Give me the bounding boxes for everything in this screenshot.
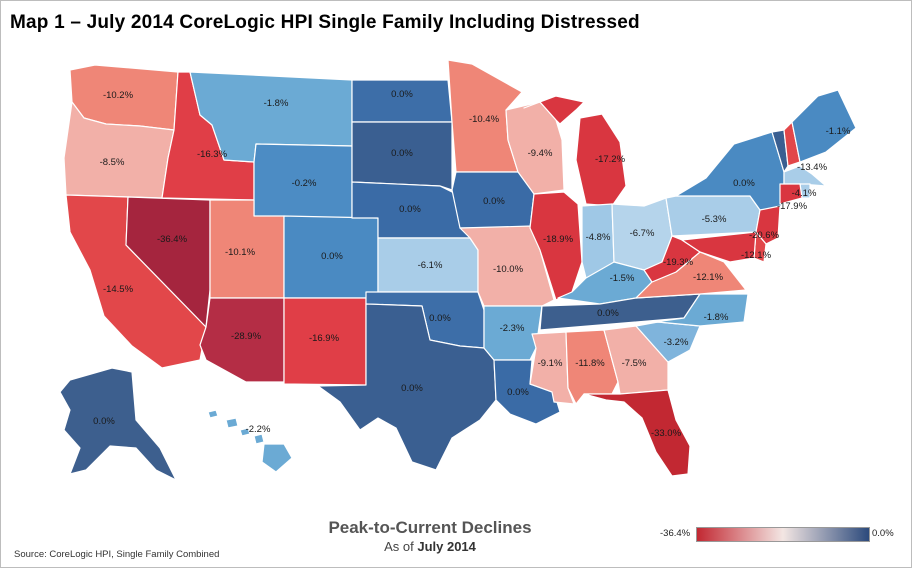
label-FL: -33.0% <box>651 428 682 439</box>
state-SD <box>351 121 453 191</box>
state-TX <box>317 303 497 471</box>
label-TX: 0.0% <box>401 383 423 394</box>
subtitle-period: July 2014 <box>417 539 476 554</box>
label-CO: 0.0% <box>321 251 343 262</box>
label-IA: 0.0% <box>483 196 505 207</box>
subtitle-prefix: As of <box>384 539 414 554</box>
label-MA: -4.1% <box>792 188 817 199</box>
label-CT: -17.9% <box>777 201 808 212</box>
label-DE: -12.1% <box>741 250 772 261</box>
state-MD <box>681 231 757 263</box>
state-AK <box>59 367 177 481</box>
label-MO: -10.0% <box>493 264 524 275</box>
label-AZ: -28.9% <box>231 331 262 342</box>
label-ND: 0.0% <box>391 89 413 100</box>
label-MS: -9.1% <box>538 358 563 369</box>
label-NE: 0.0% <box>399 204 421 215</box>
label-WY: -0.2% <box>292 178 317 189</box>
label-NV: -36.4% <box>157 234 188 245</box>
subtitle-main: Peak-to-Current Declines <box>328 518 532 537</box>
label-WV: -19.3% <box>663 257 694 268</box>
label-NC: -1.8% <box>704 312 729 323</box>
label-KS: -6.1% <box>418 260 443 271</box>
label-SD: 0.0% <box>391 148 413 159</box>
label-PA: -5.3% <box>702 214 727 225</box>
label-MI: -17.2% <box>595 154 626 165</box>
label-AR: -2.3% <box>500 323 525 334</box>
label-AL: -11.8% <box>575 358 605 369</box>
state-MI <box>523 95 627 207</box>
label-OR: -8.5% <box>100 157 125 168</box>
legend-min-label: -36.4% <box>660 528 691 539</box>
subtitle-sub: As of July 2014 <box>300 539 560 554</box>
state-ND <box>351 79 453 123</box>
state-ME <box>791 89 857 163</box>
state-FL <box>583 389 691 477</box>
legend-max-label: 0.0% <box>872 528 894 539</box>
label-UT: -10.1% <box>225 247 256 258</box>
label-OH: -6.7% <box>630 228 655 239</box>
state-HI <box>207 409 293 473</box>
label-NY: 0.0% <box>733 178 755 189</box>
label-SC: -3.2% <box>664 337 689 348</box>
state-CT <box>779 183 803 205</box>
label-LA: 0.0% <box>507 387 529 398</box>
state-NJ <box>755 205 781 245</box>
label-AK: 0.0% <box>93 416 115 427</box>
label-OK: 0.0% <box>429 313 451 324</box>
state-LA <box>493 359 561 425</box>
label-IN: -4.8% <box>586 232 611 243</box>
label-GA: -7.5% <box>622 358 647 369</box>
label-KY: -1.5% <box>610 273 635 284</box>
map-title: Map 1 – July 2014 CoreLogic HPI Single F… <box>10 12 640 33</box>
label-CA: -14.5% <box>103 284 134 295</box>
label-TN: 0.0% <box>597 308 619 319</box>
source-note: Source: CoreLogic HPI, Single Family Com… <box>14 549 220 560</box>
label-NJ: -20.6% <box>749 230 780 241</box>
label-ID: -16.3% <box>197 149 228 160</box>
map-subtitle: Peak-to-Current Declines As of July 2014 <box>300 518 560 554</box>
label-NM: -16.9% <box>309 333 340 344</box>
label-MT: -1.8% <box>264 98 289 109</box>
label-ME: -1.1% <box>826 126 851 137</box>
legend-color-scale <box>696 527 870 542</box>
state-NC <box>639 293 749 327</box>
label-WA: -10.2% <box>103 90 134 101</box>
label-MN: -10.4% <box>469 114 500 125</box>
label-IL: -18.9% <box>543 234 574 245</box>
label-VA: -12.1% <box>693 272 724 283</box>
label-NH: -13.4% <box>797 162 828 173</box>
label-HI: -2.2% <box>246 424 271 435</box>
label-WI: -9.4% <box>528 148 553 159</box>
